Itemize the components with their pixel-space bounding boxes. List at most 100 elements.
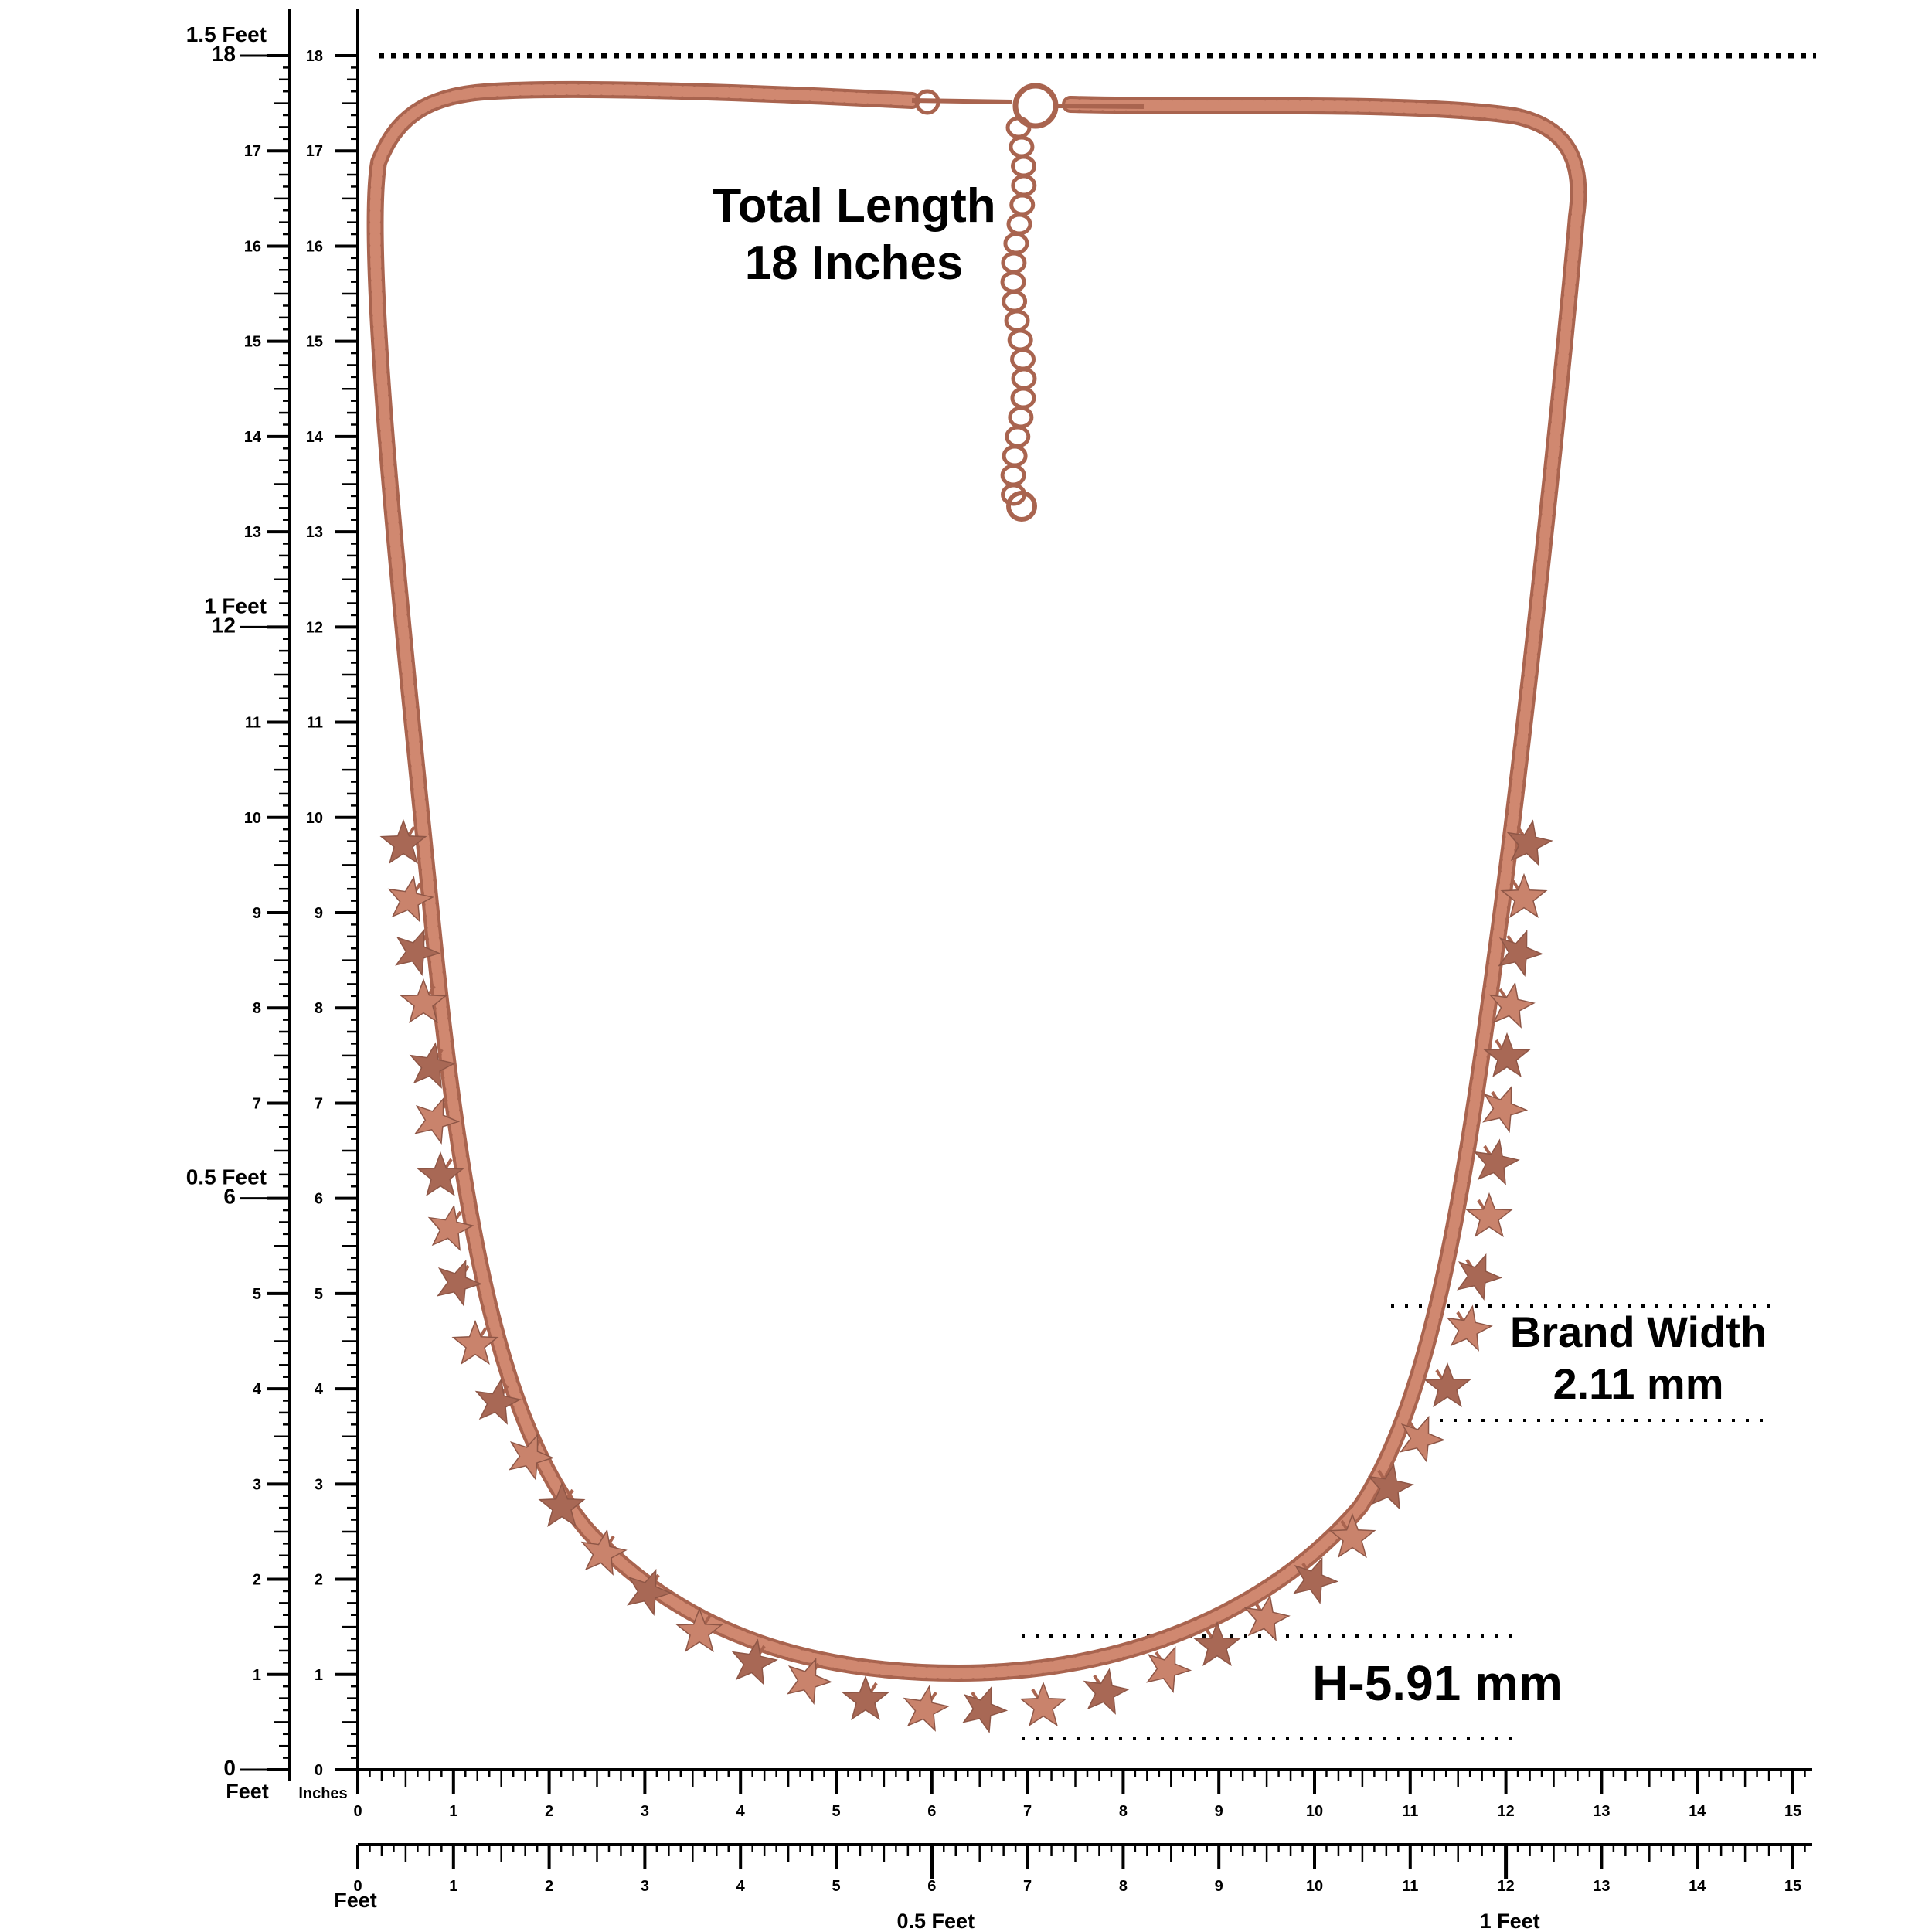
star-charms bbox=[379, 818, 1553, 1733]
extender-link bbox=[1009, 135, 1035, 158]
hruler-top-tick-0: 0 bbox=[353, 1803, 362, 1820]
spring-ring-clasp bbox=[1012, 83, 1059, 129]
hruler-bottom-tick-11: 11 bbox=[1402, 1878, 1418, 1895]
star-charm bbox=[842, 1675, 889, 1721]
hruler-bottom-tick-5: 5 bbox=[832, 1878, 840, 1895]
vruler-outer-tick-12: 12 bbox=[212, 613, 236, 637]
star-charm bbox=[1482, 1085, 1529, 1133]
vruler-feet-mark: 1.5 Feet bbox=[186, 22, 267, 46]
vruler-feet-label: Feet bbox=[226, 1780, 269, 1803]
band-width-line-1: Brand Width bbox=[1509, 1308, 1767, 1356]
star-charm bbox=[1457, 1253, 1503, 1301]
star-charm bbox=[675, 1607, 723, 1653]
star-charm bbox=[1498, 929, 1544, 977]
vruler-outer-tick-15: 15 bbox=[244, 334, 261, 351]
extender-link bbox=[1007, 328, 1033, 352]
vruler-inner-tick-3: 3 bbox=[315, 1476, 323, 1493]
hruler-top-tick-8: 8 bbox=[1119, 1803, 1128, 1820]
star-charm bbox=[1488, 981, 1536, 1029]
star-charm bbox=[474, 1378, 522, 1425]
vruler-outer-tick-11: 11 bbox=[245, 715, 261, 732]
star-charm bbox=[379, 818, 427, 865]
vruler-outer-tick-7: 7 bbox=[253, 1095, 261, 1112]
vruler-outer-tick-3: 3 bbox=[253, 1476, 261, 1493]
hruler-bottom-tick-1: 1 bbox=[449, 1878, 457, 1895]
star-charm bbox=[1367, 1463, 1414, 1510]
hruler-top-tick-4: 4 bbox=[736, 1803, 746, 1820]
vruler-inner-tick-10: 10 bbox=[306, 810, 323, 827]
hruler-bottom-tick-2: 2 bbox=[545, 1878, 553, 1895]
extender-link bbox=[1000, 464, 1026, 487]
vruler-inner-tick-4: 4 bbox=[315, 1381, 324, 1398]
vruler-outer-tick-18: 18 bbox=[212, 42, 236, 66]
hruler-bottom-tick-8: 8 bbox=[1119, 1878, 1128, 1895]
hruler-bottom-feet-mark: 0.5 Feet bbox=[897, 1910, 975, 1932]
vruler-outer-tick-5: 5 bbox=[253, 1286, 261, 1303]
star-charm bbox=[1473, 1138, 1520, 1185]
star-charm bbox=[627, 1568, 673, 1616]
hruler-top-tick-6: 6 bbox=[927, 1803, 936, 1820]
vruler-inner-tick-17: 17 bbox=[306, 143, 323, 160]
hruler-top-tick-2: 2 bbox=[545, 1803, 553, 1820]
vruler-outer-tick-1: 1 bbox=[253, 1667, 261, 1684]
star-charm bbox=[451, 1319, 499, 1366]
vruler-inches-label: Inches bbox=[298, 1785, 347, 1802]
hruler-bottom-tick-7: 7 bbox=[1023, 1878, 1032, 1895]
star-charm bbox=[1328, 1512, 1376, 1559]
star-charm bbox=[400, 978, 447, 1024]
star-charm bbox=[962, 1685, 1009, 1733]
hruler-top-tick-1: 1 bbox=[449, 1803, 457, 1820]
star-charm bbox=[1483, 1032, 1531, 1078]
vertical-ruler: 0123456789101112131415161718012345678910… bbox=[186, 9, 359, 1803]
band-width-line-2: 2.11 mm bbox=[1553, 1359, 1724, 1409]
jump-ring bbox=[914, 89, 940, 115]
extender-link bbox=[1008, 406, 1034, 429]
hruler-bottom-tick-9: 9 bbox=[1215, 1878, 1223, 1895]
hruler-bottom-tick-14: 14 bbox=[1689, 1878, 1706, 1895]
vruler-outer-tick-9: 9 bbox=[253, 905, 261, 922]
vruler-inner-tick-1: 1 bbox=[315, 1667, 323, 1684]
vruler-inner-tick-16: 16 bbox=[306, 238, 323, 255]
vruler-outer-tick-17: 17 bbox=[244, 143, 261, 160]
star-charm bbox=[1019, 1681, 1067, 1727]
hruler-bottom-tick-4: 4 bbox=[736, 1878, 746, 1895]
necklace-chain bbox=[366, 80, 1587, 1682]
star-charm bbox=[1446, 1304, 1493, 1352]
star-charm bbox=[417, 1151, 464, 1197]
extender-link bbox=[1011, 367, 1037, 390]
hruler-bottom-tick-15: 15 bbox=[1784, 1878, 1801, 1895]
vruler-outer-tick-10: 10 bbox=[244, 810, 261, 827]
star-charm bbox=[387, 876, 434, 923]
star-charm bbox=[787, 1657, 833, 1705]
hruler-top-tick-12: 12 bbox=[1497, 1803, 1514, 1820]
hruler-top-tick-3: 3 bbox=[641, 1803, 649, 1820]
star-charm bbox=[1293, 1556, 1339, 1604]
hruler-top-tick-10: 10 bbox=[1306, 1803, 1323, 1820]
star-charm bbox=[1423, 1362, 1471, 1408]
vruler-outer-tick-6: 6 bbox=[223, 1185, 236, 1209]
hruler-bottom-feet-mark: 1 Feet bbox=[1480, 1910, 1540, 1932]
extender-link bbox=[1005, 425, 1031, 448]
vruler-inner-tick-14: 14 bbox=[306, 429, 324, 446]
vruler-inner-tick-18: 18 bbox=[306, 48, 323, 65]
extender-link bbox=[1010, 348, 1036, 371]
extender-link bbox=[1004, 309, 1030, 332]
vruler-inner-tick-13: 13 bbox=[306, 524, 323, 541]
hruler-bottom-tick-0: 0 bbox=[353, 1878, 362, 1895]
vruler-outer-tick-8: 8 bbox=[253, 1000, 261, 1017]
star-charm bbox=[427, 1204, 474, 1251]
height-label: H-5.91 mm bbox=[1312, 1655, 1563, 1711]
extender-link bbox=[1002, 290, 1028, 313]
extender-chain bbox=[1000, 116, 1037, 522]
vruler-inner-tick-9: 9 bbox=[315, 905, 323, 922]
vruler-outer-tick-13: 13 bbox=[244, 524, 261, 541]
vruler-inner-tick-15: 15 bbox=[306, 334, 323, 351]
vruler-inner-tick-2: 2 bbox=[315, 1572, 323, 1589]
horizontal-ruler-top: 0 1 2 3 4 5 6 7 8 9 10 11 12 13 14 15 bbox=[353, 1768, 1812, 1820]
vruler-inner-tick-5: 5 bbox=[315, 1286, 323, 1303]
vruler-outer-tick-2: 2 bbox=[253, 1572, 261, 1589]
star-charm bbox=[1193, 1621, 1241, 1667]
vruler-inner-tick-6: 6 bbox=[315, 1191, 323, 1208]
vruler-feet-mark: 0.5 Feet bbox=[186, 1165, 267, 1189]
